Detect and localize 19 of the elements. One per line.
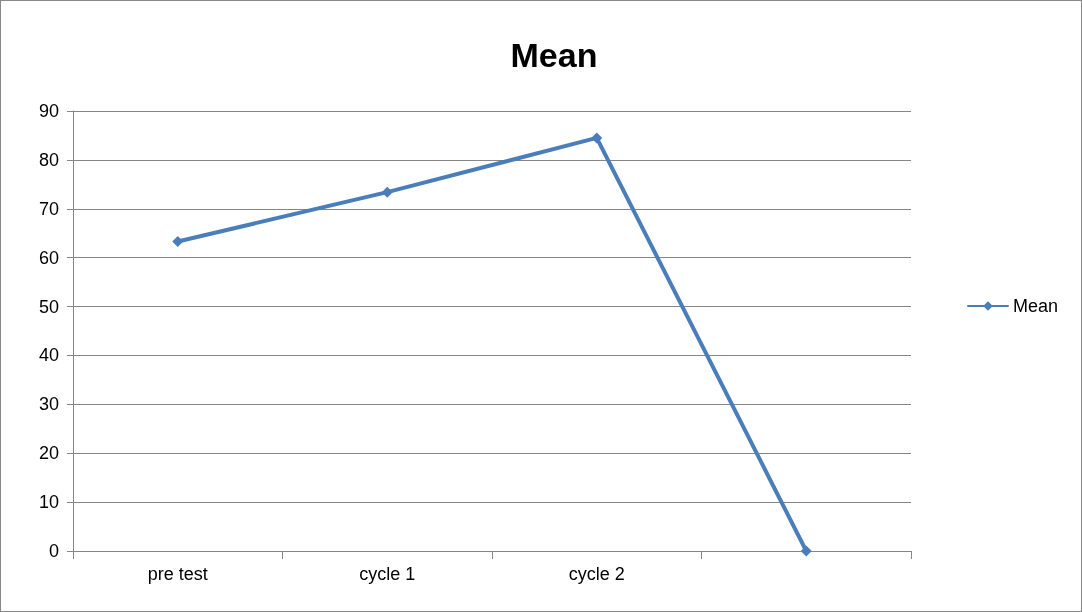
y-tick-label: 60 [38,247,59,268]
legend-label: Mean [1012,296,1058,316]
y-tick-label: 90 [38,101,59,121]
y-tick-label: 40 [38,345,59,366]
y-tick-label: 20 [38,443,59,464]
y-tick-label: 70 [38,198,59,219]
x-tick-label: pre test [147,564,208,584]
y-tick-label: 80 [38,149,59,170]
y-tick-label: 0 [48,541,59,561]
point [172,236,184,248]
point [800,545,812,557]
y-tick-label: 30 [38,394,59,415]
chart-title: Mean [510,36,598,74]
x-tick-label: cycle 1 [359,564,416,584]
point [591,132,603,144]
y-tick-label: 50 [38,296,59,317]
y-tick-label: 10 [38,492,59,513]
point [381,186,393,198]
x-tick-label: cycle 2 [568,564,625,584]
